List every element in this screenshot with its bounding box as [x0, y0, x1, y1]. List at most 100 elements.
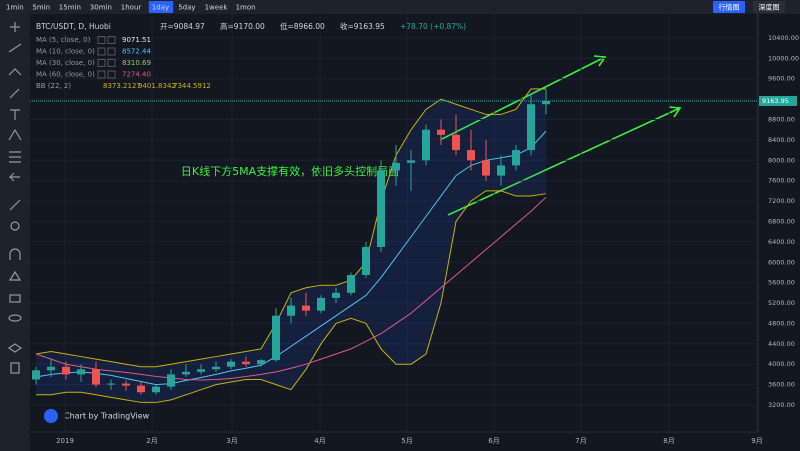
indicator-name: MA (5, close, 0) — [36, 36, 91, 44]
ruler-tool[interactable] — [9, 199, 21, 211]
y-tick-label: 4000.00 — [768, 360, 795, 368]
stay-drawing-tool[interactable] — [8, 270, 22, 281]
candle-body — [362, 246, 370, 275]
indicator-name: MA (60, close, 0) — [36, 71, 95, 79]
candle-body — [257, 360, 265, 365]
indicator-toggle[interactable] — [97, 70, 106, 79]
candle-body — [47, 366, 55, 371]
quote-value: 高=9170.00 — [220, 21, 265, 31]
cursor-tool[interactable] — [10, 22, 20, 32]
visibility-tool[interactable] — [8, 314, 22, 322]
y-tick-label: 4800.00 — [768, 319, 795, 327]
view-button-bg — [753, 1, 785, 13]
y-tick-label: 6400.00 — [768, 238, 795, 246]
last-price-label: 9163.95 — [762, 97, 789, 105]
bb-value: 7344.5912 — [173, 82, 211, 90]
candle-body — [482, 160, 490, 176]
magnet-tool[interactable] — [9, 248, 21, 260]
candle-body — [317, 297, 325, 311]
indicator-value: 8572.44 — [122, 48, 151, 56]
view-button[interactable]: 深度图 — [759, 3, 780, 12]
indicator-close[interactable] — [107, 36, 116, 44]
y-tick-label: 5600.00 — [768, 279, 795, 287]
candle-body — [527, 104, 535, 151]
interval-button[interactable]: 1day — [152, 4, 169, 12]
indicator-toggle[interactable] — [97, 47, 106, 56]
candle-body — [332, 292, 340, 298]
text-tool[interactable] — [10, 109, 20, 120]
left-toolbar — [0, 14, 30, 451]
indicator-close[interactable] — [107, 70, 116, 79]
candle-body — [542, 100, 550, 105]
candle-body — [182, 371, 190, 375]
candle-body — [62, 366, 70, 375]
symbol-title: BTC/USDT, D, Huobi — [36, 22, 111, 31]
y-tick-label: 6800.00 — [768, 217, 795, 225]
x-tick-label: 9月 — [751, 437, 762, 445]
prediction-tool[interactable] — [9, 151, 21, 163]
layers-tool[interactable] — [7, 343, 23, 353]
brush-tool[interactable] — [9, 88, 20, 99]
indicator-toggle[interactable] — [97, 36, 106, 44]
indicator-name: MA (10, close, 0) — [36, 48, 95, 56]
indicator-toggle[interactable] — [97, 59, 106, 67]
zoom-tool[interactable] — [10, 221, 20, 231]
lock-tool[interactable] — [9, 294, 21, 303]
y-tick-label: 8800.00 — [768, 116, 795, 124]
interval-button[interactable]: 1mon — [236, 4, 256, 12]
interval-button[interactable]: 5min — [32, 4, 50, 12]
interval-button[interactable]: 1week — [205, 4, 229, 12]
indicator-value: 7274.40 — [122, 71, 151, 79]
back-tool[interactable] — [8, 172, 20, 182]
candle-body — [242, 361, 250, 365]
candle-body — [302, 305, 310, 311]
view-button[interactable]: 行情图 — [719, 3, 740, 12]
y-tick-label: 5200.00 — [768, 299, 795, 307]
candle-body — [422, 129, 430, 161]
x-tick-label: 5月 — [401, 437, 412, 445]
bb-upper — [35, 88, 547, 368]
pattern-tool[interactable] — [8, 128, 22, 141]
candle-body — [437, 129, 445, 135]
x-tick-label: 4月 — [314, 437, 325, 445]
drawing-tools[interactable] — [7, 22, 23, 374]
y-tick-label: 3600.00 — [768, 381, 795, 389]
ma-line — [35, 130, 547, 386]
y-tick-label: 3200.00 — [768, 401, 795, 409]
interval-button[interactable]: 1min — [6, 4, 24, 12]
x-tick-label: 2019 — [56, 437, 74, 445]
bb-value: 9401.8342 — [138, 82, 176, 90]
y-tick-label: 9600.00 — [768, 75, 795, 83]
interval-button[interactable]: 5day — [178, 4, 195, 12]
delete-tool[interactable] — [10, 362, 20, 374]
trend-line-tool[interactable] — [8, 43, 22, 53]
indicator-value: 8310.69 — [122, 59, 151, 67]
bb-value: 8373.2127 — [103, 82, 141, 90]
fib-tool[interactable] — [8, 68, 22, 76]
candle-body — [467, 150, 475, 161]
indicator-close[interactable] — [107, 59, 116, 67]
candle-body — [92, 369, 100, 385]
candle-body — [392, 162, 400, 171]
x-tick-label: 3月 — [226, 437, 237, 445]
candle-body — [167, 374, 175, 387]
bb-lower — [36, 190, 547, 403]
top-toolbar — [0, 0, 800, 14]
last-price-box — [759, 95, 797, 106]
indicator-close[interactable] — [107, 47, 116, 56]
interval-button[interactable]: 15min — [59, 4, 81, 12]
interval-button[interactable]: 1hour — [121, 4, 142, 12]
bb-band-fill — [36, 88, 546, 403]
lower-arrow — [447, 106, 682, 216]
active-interval — [148, 1, 174, 13]
candle-body — [407, 160, 415, 163]
interval-button[interactable]: 30min — [90, 4, 112, 12]
quote-value: 开=9084.97 — [160, 22, 205, 31]
candle-body — [377, 170, 385, 247]
ma-line — [35, 196, 547, 381]
y-tick-label: 7200.00 — [768, 197, 795, 205]
quote-value: 低=8966.00 — [280, 21, 325, 31]
